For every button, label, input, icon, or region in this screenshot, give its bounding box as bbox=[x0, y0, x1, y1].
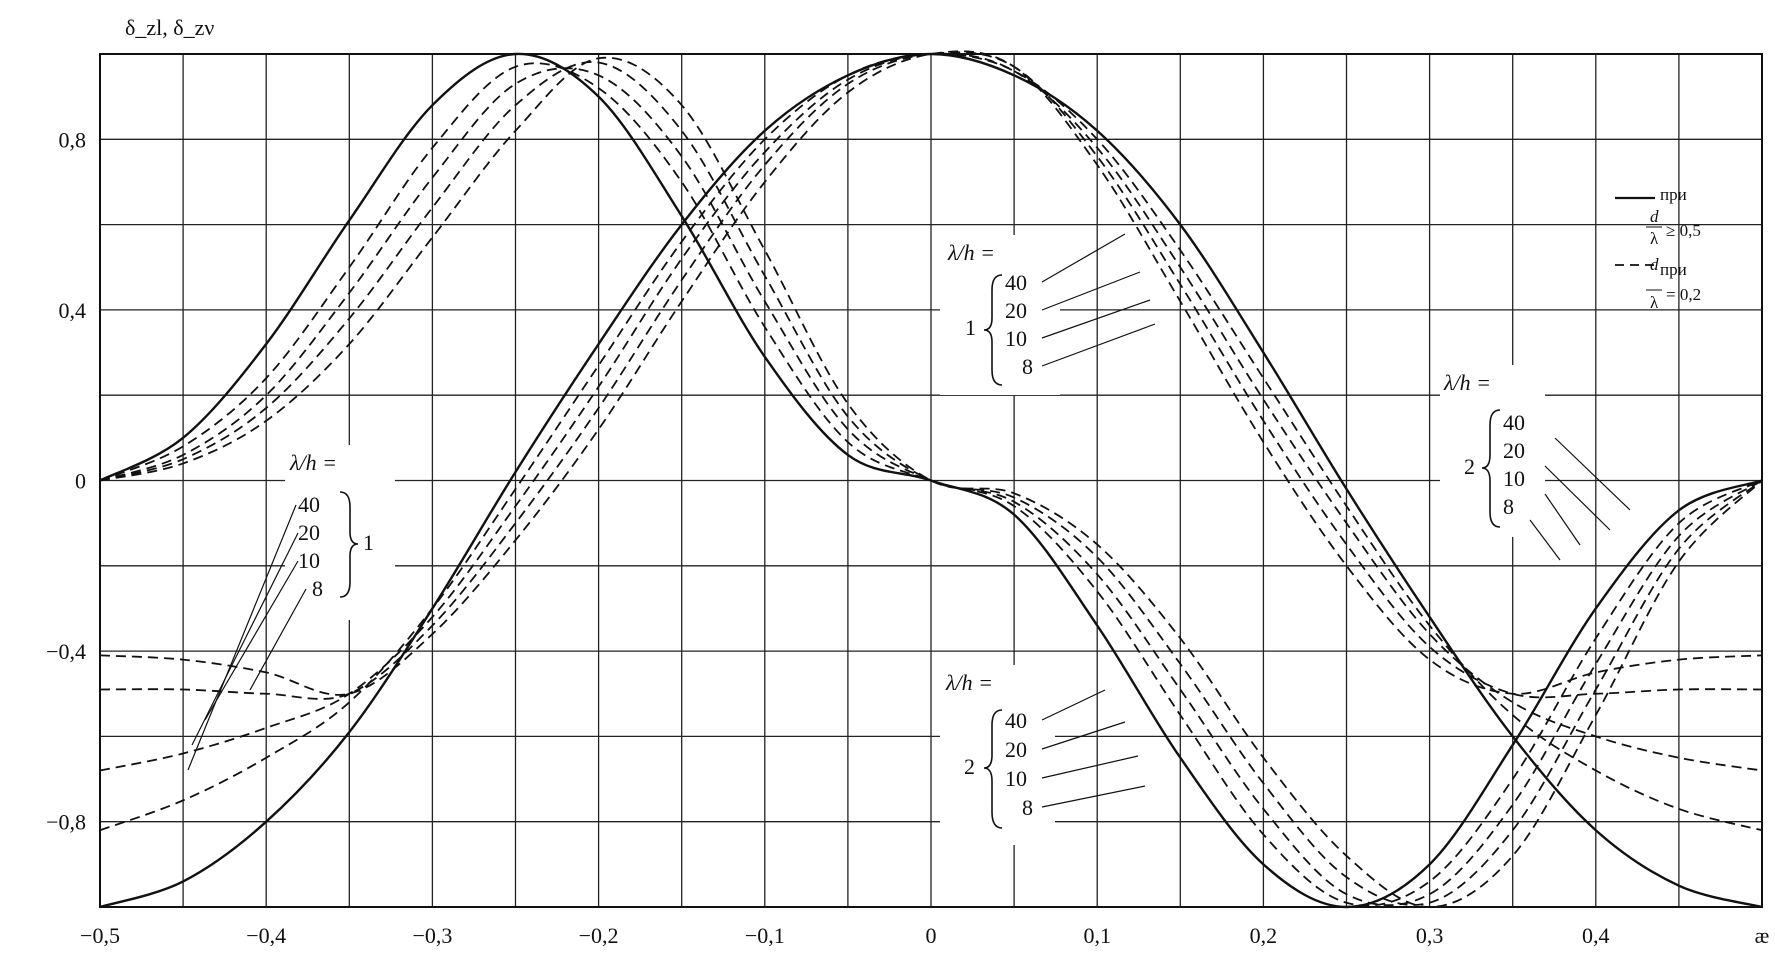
annotation-brace bbox=[339, 491, 359, 598]
legend-solid-frac-num: d bbox=[1650, 207, 1659, 226]
legend-dashed-cond: = 0,2 bbox=[1666, 285, 1701, 304]
y-tick-label: −0,4 bbox=[46, 639, 86, 664]
annotation-header: λ/h = bbox=[1443, 370, 1491, 395]
x-tick-label: 0 bbox=[926, 923, 937, 948]
x-tick-label: 0,4 bbox=[1582, 923, 1610, 948]
x-tick-label: −0,4 bbox=[246, 923, 286, 948]
annotation-value: 8 bbox=[1022, 354, 1033, 379]
annotation-group-2-right: λ/h = 2 40 20 10 8 bbox=[1440, 365, 1631, 561]
x-tick-label: −0,5 bbox=[80, 923, 120, 948]
annotation-group-1-left: λ/h = 40 20 10 8 1 bbox=[187, 445, 395, 771]
legend-solid-frac-den: λ bbox=[1650, 229, 1659, 248]
annotation-value: 20 bbox=[1503, 438, 1525, 463]
annotation-header: λ/h = bbox=[945, 670, 993, 695]
annotation-value: 10 bbox=[298, 548, 320, 573]
legend-dashed-frac-num: d bbox=[1650, 255, 1659, 274]
annotation-brace bbox=[983, 274, 1003, 386]
annotation-bg bbox=[1440, 365, 1545, 537]
annotation-group-1-upper: λ/h = 1 40 20 10 8 bbox=[940, 233, 1156, 395]
annotation-value: 8 bbox=[312, 576, 323, 601]
annotation-leaders bbox=[1529, 437, 1631, 561]
legend-dashed-label: при bbox=[1660, 260, 1687, 279]
annotation-value: 20 bbox=[1005, 298, 1027, 323]
x-tick-label: æ bbox=[1755, 923, 1770, 948]
y-tick-label: 0 bbox=[75, 469, 86, 494]
curve-family-1-dashed-2 bbox=[99, 67, 1763, 907]
annotation-bg bbox=[285, 445, 395, 620]
annotation-bg bbox=[940, 665, 1055, 845]
legend-dashed-frac-den: λ bbox=[1650, 293, 1659, 312]
y-tick-labels: 0,8 0,4 0 −0,4 −0,8 bbox=[46, 127, 86, 834]
annotation-brace bbox=[983, 709, 1003, 829]
annotation-value: 10 bbox=[1005, 766, 1027, 791]
annotation-group-number: 1 bbox=[965, 315, 976, 340]
annotation-brace bbox=[1481, 409, 1501, 528]
curve-family-1-dashed-3 bbox=[99, 61, 1763, 906]
x-tick-label: −0,2 bbox=[579, 923, 619, 948]
annotation-value: 20 bbox=[1005, 737, 1027, 762]
annotation-leaders bbox=[187, 504, 307, 771]
x-tick-label: 0,1 bbox=[1083, 923, 1111, 948]
x-tick-label: 0,3 bbox=[1416, 923, 1444, 948]
y-axis-label: δ_zl, δ_zν bbox=[125, 15, 214, 40]
annotation-group-2-lower: λ/h = 2 40 20 10 8 bbox=[940, 665, 1146, 845]
annotation-value: 20 bbox=[298, 520, 320, 545]
y-tick-label: 0,8 bbox=[59, 127, 87, 152]
x-tick-label: 0,2 bbox=[1250, 923, 1278, 948]
legend: при d λ ≥ 0,5 при d λ = 0,2 bbox=[1615, 185, 1701, 312]
annotation-value: 8 bbox=[1503, 494, 1514, 519]
plot-frame bbox=[99, 53, 1763, 908]
annotation-leaders bbox=[1041, 689, 1146, 808]
annotation-value: 40 bbox=[1005, 708, 1027, 733]
y-tick-label: −0,8 bbox=[46, 810, 86, 835]
legend-solid-label: при bbox=[1660, 185, 1687, 204]
annotation-leaders bbox=[1041, 233, 1156, 367]
x-tick-labels: −0,5 −0,4 −0,3 −0,2 −0,1 0 0,1 0,2 0,3 0,4 æ bbox=[80, 923, 1769, 948]
annotation-bg bbox=[940, 235, 1060, 395]
x-tick-label: −0,3 bbox=[412, 923, 452, 948]
annotation-header: λ/h = bbox=[947, 240, 995, 265]
annotation-value: 40 bbox=[1005, 270, 1027, 295]
legend-solid-cond: ≥ 0,5 bbox=[1666, 221, 1701, 240]
curve-family-2-dashed-9 bbox=[99, 50, 1763, 696]
annotation-value: 10 bbox=[1503, 466, 1525, 491]
x-tick-label: −0,1 bbox=[745, 923, 785, 948]
annotation-value: 8 bbox=[1022, 795, 1033, 820]
annotation-group-number: 2 bbox=[1464, 454, 1475, 479]
annotation-value: 40 bbox=[298, 492, 320, 517]
annotation-value: 10 bbox=[1005, 326, 1027, 351]
annotation-group-number: 1 bbox=[363, 530, 374, 555]
annotation-group-number: 2 bbox=[964, 754, 975, 779]
y-tick-label: 0,4 bbox=[59, 298, 87, 323]
curve-family-1-dashed-4 bbox=[99, 56, 1763, 908]
annotation-header: λ/h = bbox=[289, 450, 337, 475]
annotation-value: 40 bbox=[1503, 410, 1525, 435]
